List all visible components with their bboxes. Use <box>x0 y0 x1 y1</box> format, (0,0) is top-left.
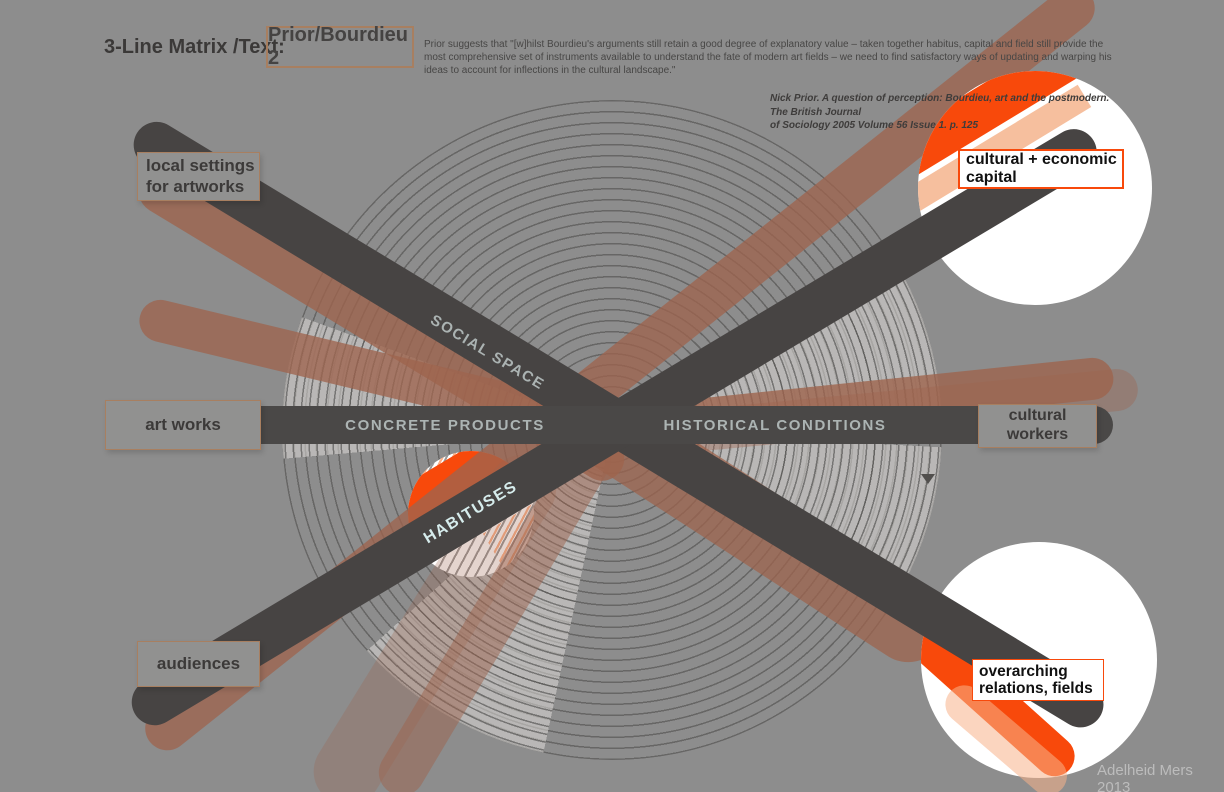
citation-text: Nick Prior. A question of perception: Bo… <box>770 93 1110 104</box>
quote-paragraph: Prior suggests that "[w]hilst Bourdieu's… <box>424 39 1112 77</box>
title-tag-label: Prior/Bourdieu 2 <box>268 24 409 69</box>
node-cultural-workers: cultural workers <box>978 404 1097 448</box>
node-art-works: art works <box>105 400 261 450</box>
node-cultural-workers-label: cultural workers <box>1006 407 1069 443</box>
citation: Nick Prior. A question of perception: Bo… <box>770 92 1116 133</box>
ring-arrowhead <box>921 474 935 484</box>
title-tag-box: Prior/Bourdieu 2 <box>266 24 414 69</box>
node-local-settings: local settings for artworks <box>137 152 260 201</box>
citation-journal: The British Journal <box>770 106 862 118</box>
citation-issue: of Sociology 2005 Volume 56 Issue 1. p. … <box>770 120 979 131</box>
node-capital-label: cultural + economic capital <box>966 151 1117 186</box>
credit: Adelheid Mers 2013 <box>1097 762 1193 792</box>
node-audiences: audiences <box>137 641 260 687</box>
axis-historical-conditions: HISTORICAL CONDITIONS <box>663 417 887 434</box>
node-art-works-label: art works <box>145 414 221 434</box>
node-fields-label: overarching relations, fields <box>979 662 1093 697</box>
dark-bar-horizontal <box>107 406 1113 444</box>
node-audiences-label: audiences <box>156 653 241 673</box>
page-title: 3-Line Matrix /Text: <box>104 36 285 58</box>
node-local-settings-label: local settings for artworks <box>146 156 255 196</box>
node-fields: overarching relations, fields <box>972 659 1104 701</box>
axis-concrete-products: CONCRETE PRODUCTS <box>345 417 545 434</box>
node-capital: cultural + economic capital <box>958 149 1124 189</box>
